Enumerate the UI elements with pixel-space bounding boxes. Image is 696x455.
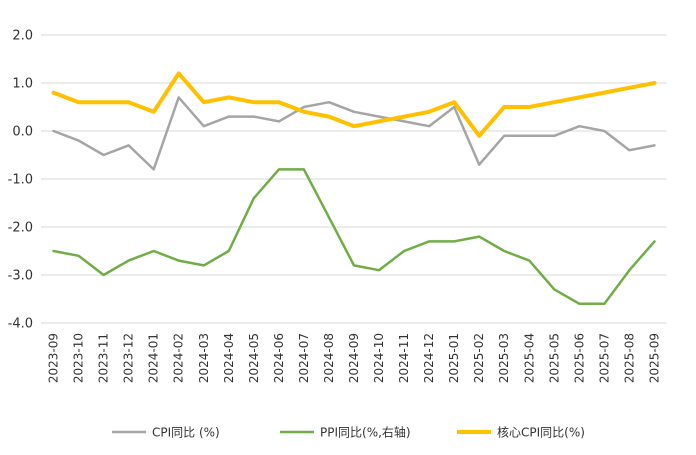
x-tick-label: 2023-10 <box>72 333 86 383</box>
x-tick-label: 2023-09 <box>47 333 61 383</box>
x-tick-label: 2025-06 <box>572 333 586 383</box>
x-tick-label: 2024-12 <box>422 333 436 383</box>
legend-label: PPI同比(%,右轴) <box>320 425 411 440</box>
x-tick-label: 2025-05 <box>547 333 561 383</box>
x-tick-label: 2024-09 <box>347 333 361 383</box>
x-tick-label: 2024-02 <box>172 333 186 383</box>
x-tick-label: 2025-09 <box>647 333 661 383</box>
x-tick-label: 2024-05 <box>247 333 261 383</box>
legend: CPI同比 (%) PPI同比(%,右轴) 核心CPI同比(%) <box>112 425 585 440</box>
x-tick-label: 2023-11 <box>97 333 111 383</box>
x-tick-label: 2025-03 <box>497 333 511 383</box>
x-tick-label: 2024-08 <box>322 333 336 383</box>
x-tick-label: 2024-10 <box>372 333 386 383</box>
x-tick-label: 2023-12 <box>122 333 136 383</box>
series-line-2 <box>52 168 656 306</box>
series-line-3 <box>51 71 657 138</box>
x-tick-label: 2024-06 <box>272 333 286 383</box>
x-tick-label: 2025-07 <box>597 333 611 383</box>
y-tick-label: 0.0 <box>12 125 33 140</box>
x-tick-label: 2025-02 <box>472 333 486 383</box>
y-axis-tick-labels: 2.0 1.0 0.0 -1.0 -2.0 -3.0 -4.0 <box>8 29 33 332</box>
series-line-1 <box>52 96 656 171</box>
x-tick-label: 2024-04 <box>222 333 236 383</box>
x-tick-label: 2024-11 <box>397 333 411 383</box>
y-tick-label: 1.0 <box>12 77 33 92</box>
y-tick-label: 2.0 <box>12 29 33 44</box>
y-tick-label: -4.0 <box>8 317 33 332</box>
gridlines <box>41 34 667 324</box>
x-tick-label: 2025-08 <box>622 333 636 383</box>
x-tick-label: 2024-03 <box>197 333 211 383</box>
y-tick-label: -1.0 <box>8 173 33 188</box>
x-tick-label: 2024-01 <box>147 333 161 383</box>
x-tick-label: 2025-01 <box>447 333 461 383</box>
legend-label: 核心CPI同比(%) <box>497 426 585 440</box>
y-tick-label: -3.0 <box>8 269 33 284</box>
x-tick-label: 2024-07 <box>297 333 311 383</box>
series-lines <box>51 71 657 306</box>
x-axis-tick-labels: 2023-09 2023-10 2023-11 2023-12 2024-01 2024-… <box>47 333 662 383</box>
legend-label: CPI同比 (%) <box>152 426 220 440</box>
x-tick-label: 2025-04 <box>522 333 536 383</box>
y-tick-label: -2.0 <box>8 221 33 236</box>
